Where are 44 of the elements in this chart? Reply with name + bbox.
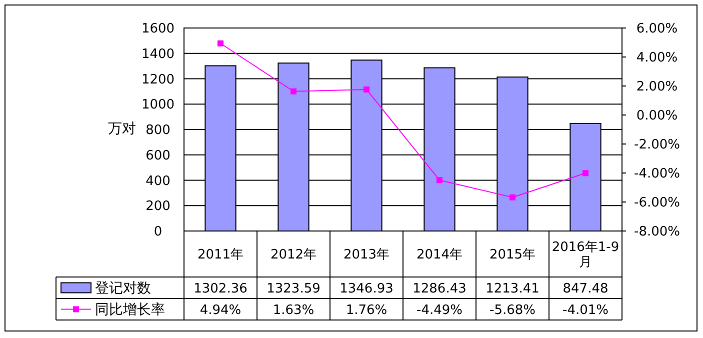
data-label: -4.49% [416,302,462,318]
point [290,88,296,94]
y-tick-label: 1400 [141,46,175,62]
x-tick-label: 2015年 [489,248,536,263]
data-label: 1286.43 [412,281,466,296]
y2-tick-label: -2.00% [634,138,680,153]
y2-tick-label: 4.00% [636,50,678,66]
data-label: 1.63% [272,302,314,318]
legend-label: 同比增长率 [95,302,165,318]
point [510,194,516,200]
y-tick-label: 400 [146,174,170,189]
y2-tick-label: -6.00% [634,196,680,211]
x-tick-label: 2014年 [416,248,463,263]
x-tick-label: 2013年 [343,248,390,263]
y-tick-label: 600 [146,148,170,164]
y-tick-label: 1000 [141,98,175,113]
y-tick-label: 800 [146,123,170,138]
y-tick-label: 0 [154,224,162,240]
x-tick-label: 2012年 [270,248,317,263]
y-tick-label: 1200 [141,72,175,88]
y-axis-title: 万对 [108,121,136,137]
data-label: 1302.36 [194,281,248,296]
y2-tick-label: -4.00% [634,166,680,182]
data-label: -4.01% [562,302,608,318]
point [364,86,370,92]
data-label: -5.68% [490,302,536,318]
point [582,170,588,176]
y2-tick-label: 6.00% [636,22,678,37]
data-label: 1323.59 [266,281,320,296]
y-tick-label: 1600 [141,22,175,37]
legend-label: 登记对数 [95,280,151,297]
data-label: 1.76% [346,302,388,318]
data-label: 1346.93 [340,281,394,296]
x-tick-label: 2011年 [197,248,244,263]
y2-tick-label: 0.00% [636,108,678,124]
y2-tick-label: 2.00% [636,80,678,95]
data-label: 847.48 [562,281,608,296]
y-tick-label: 200 [146,199,170,214]
point [436,177,442,184]
data-label: 1213.41 [486,281,540,296]
point [218,40,224,46]
data-label: 4.94% [200,302,242,318]
y2-tick-label: -8.00% [634,224,680,240]
x-tick-label: 2016年1-9月 [552,240,620,270]
